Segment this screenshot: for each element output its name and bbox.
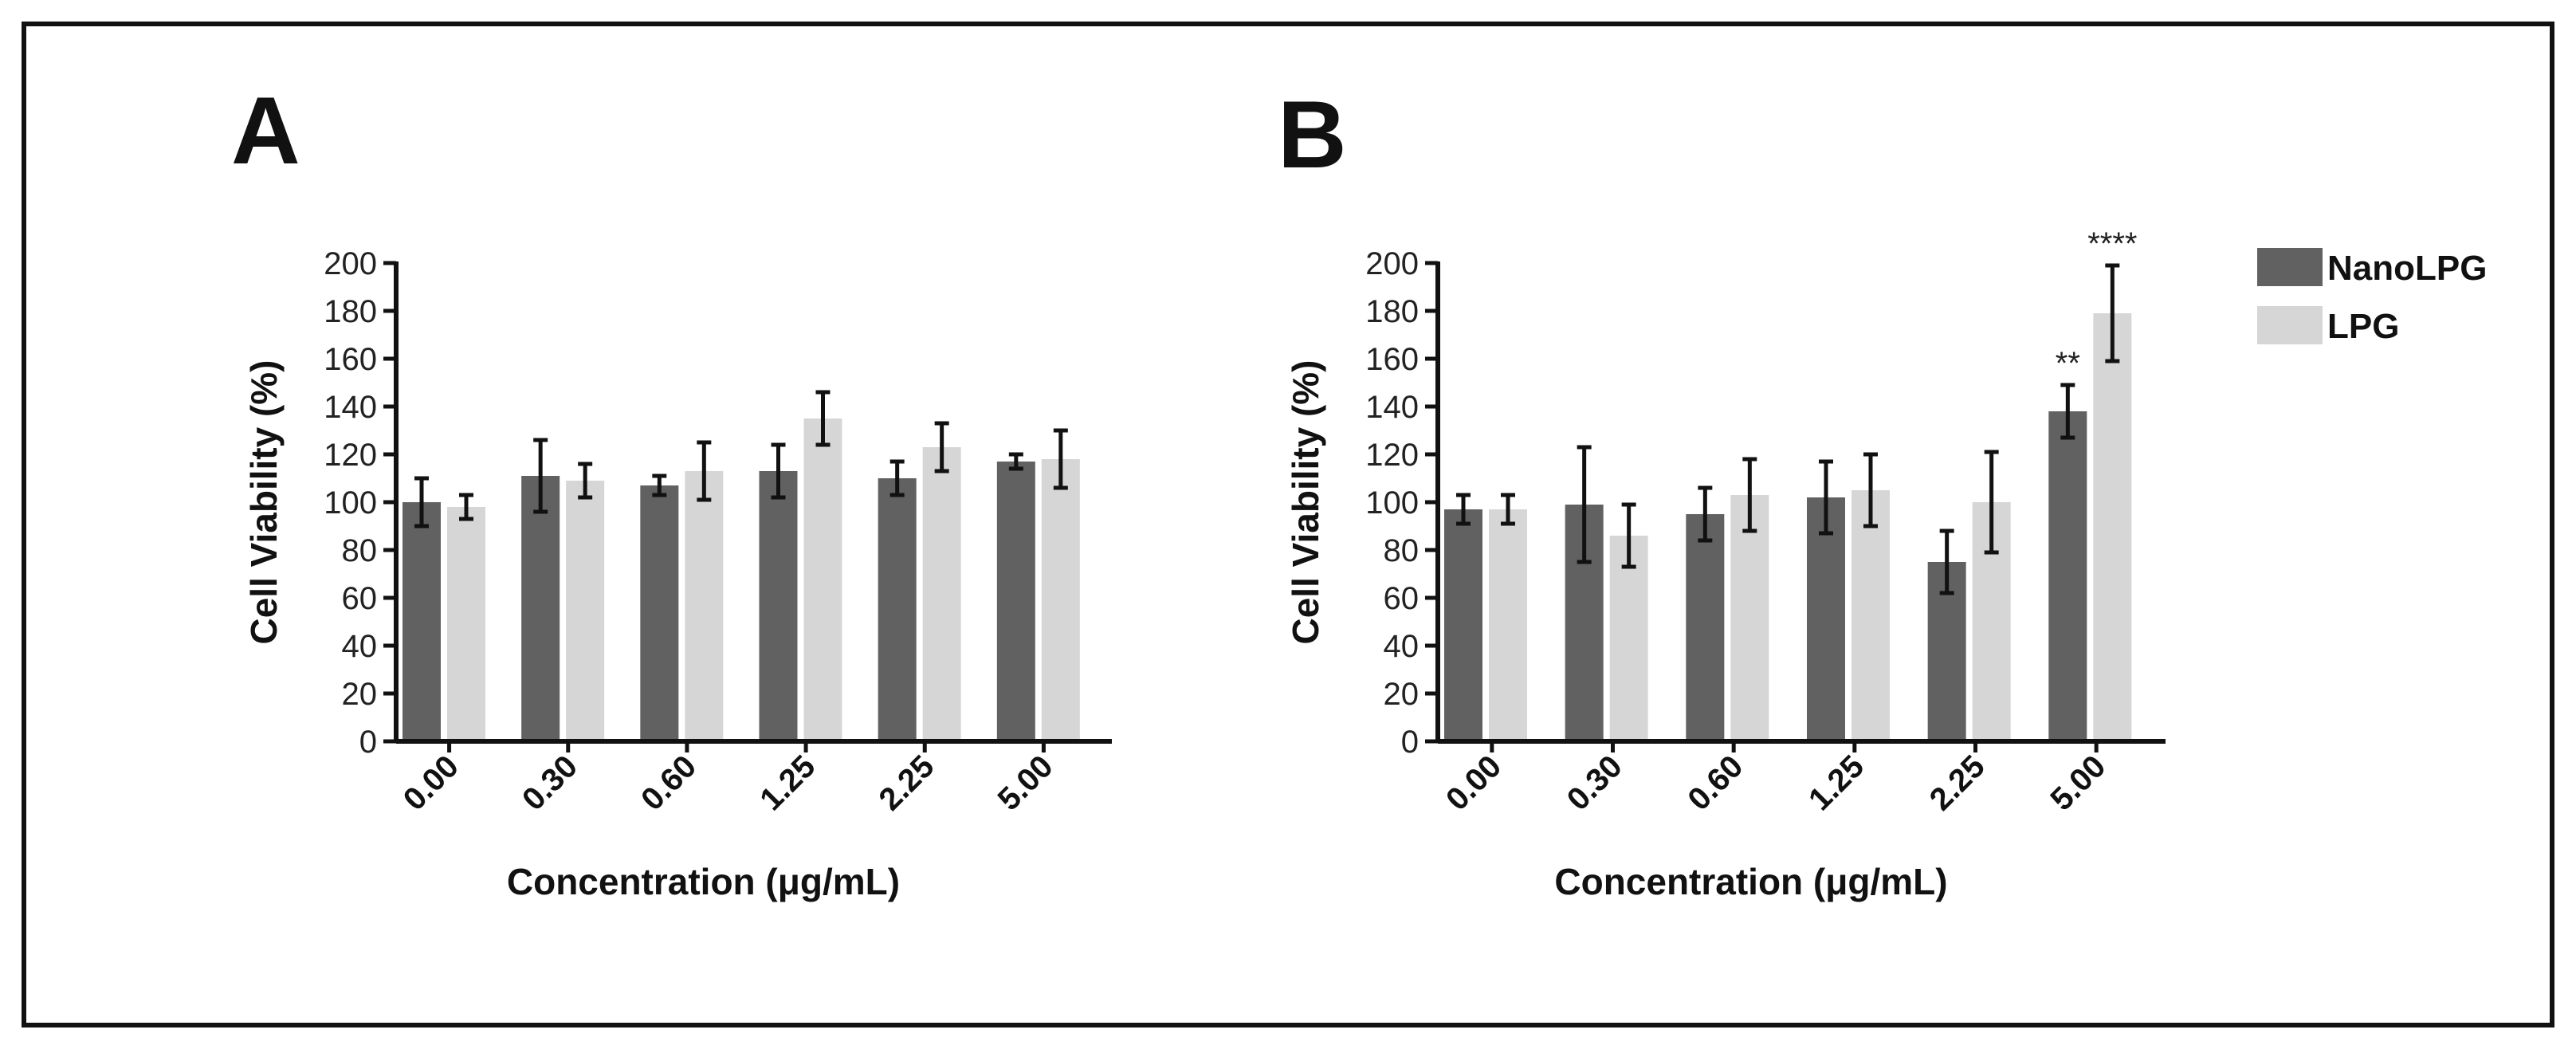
bar [922, 447, 961, 741]
y-axis-title: Cell Viability (%) [1285, 360, 1326, 644]
bar [640, 485, 679, 741]
legend-label: NanoLPG [2327, 249, 2487, 288]
y-tick-label: 80 [342, 533, 378, 568]
y-tick-label: 160 [324, 342, 377, 377]
y-tick-label: 140 [1365, 390, 1419, 425]
legend: NanoLPG LPG [2257, 248, 2487, 346]
y-tick-label: 100 [324, 485, 377, 521]
bar [1686, 514, 1725, 741]
y-tick-label: 120 [1365, 438, 1419, 473]
y-tick-label: 60 [342, 581, 378, 616]
y-tick-label: 80 [1384, 533, 1420, 568]
y-axis-title: Cell Viability (%) [243, 360, 285, 644]
y-tick-label: 60 [1384, 581, 1420, 616]
bar [521, 476, 560, 741]
x-axis-title: Concentration (μg/mL) [1554, 861, 1947, 902]
y-tick-label: 0 [359, 725, 377, 760]
bar [1489, 509, 1527, 741]
y-tick-label: 100 [1365, 485, 1419, 521]
bar [1852, 490, 1890, 741]
bar [996, 462, 1035, 741]
x-axis-title: Concentration (μg/mL) [507, 861, 900, 902]
legend-label: LPG [2327, 307, 2399, 346]
bar [2048, 411, 2087, 741]
bar [803, 418, 842, 741]
bar [878, 478, 917, 741]
y-tick-label: 140 [324, 390, 377, 425]
y-tick-label: 200 [324, 246, 377, 281]
significance-annotation: ** [2056, 346, 2080, 381]
y-tick-label: 160 [1365, 342, 1419, 377]
y-tick-label: 0 [1401, 725, 1419, 760]
y-tick-label: 180 [324, 294, 377, 329]
bar [1730, 495, 1769, 741]
y-tick-label: 200 [1365, 246, 1419, 281]
bar [2093, 313, 2132, 741]
bar [447, 507, 485, 741]
y-tick-label: 20 [1384, 677, 1420, 712]
bar [1807, 497, 1845, 741]
y-tick-label: 120 [324, 438, 377, 473]
y-tick-label: 180 [1365, 294, 1419, 329]
significance-annotation: **** [2087, 226, 2137, 261]
y-tick-label: 20 [342, 677, 378, 712]
bar [685, 471, 724, 741]
bar [1041, 459, 1080, 741]
bar [1444, 509, 1482, 741]
panel-label: B [1278, 81, 1347, 188]
bar [759, 471, 798, 741]
panel-label: A [231, 77, 300, 184]
bar [566, 481, 605, 741]
legend-swatch [2257, 306, 2323, 344]
legend-swatch [2257, 248, 2323, 286]
bar [1609, 536, 1648, 741]
y-tick-label: 40 [342, 629, 378, 664]
y-tick-label: 40 [1384, 629, 1420, 664]
bar [402, 502, 441, 741]
